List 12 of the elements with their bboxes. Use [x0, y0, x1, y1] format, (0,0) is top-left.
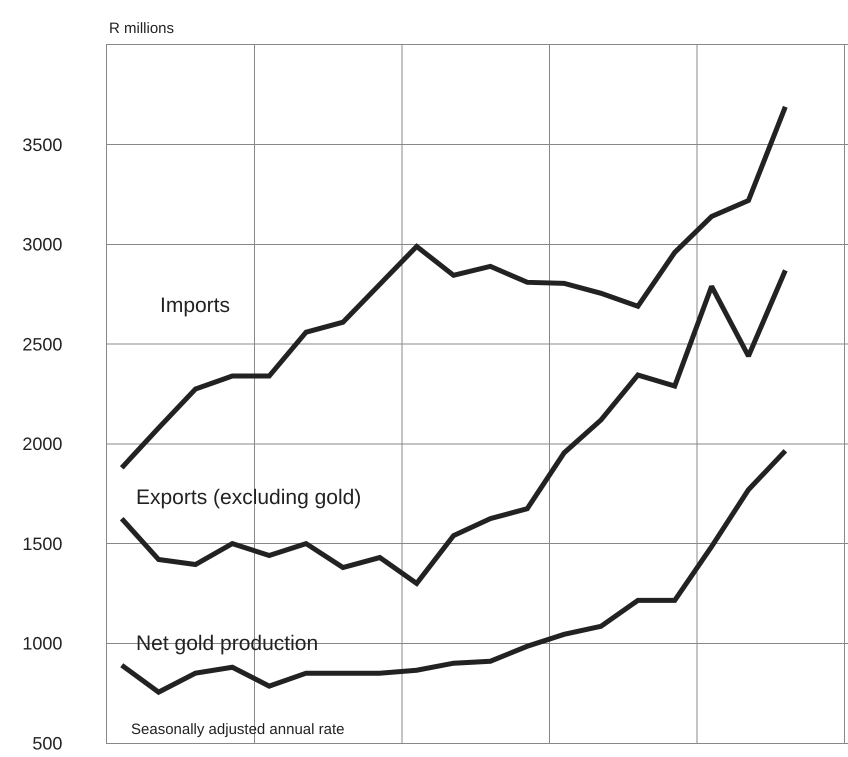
annotation: Seasonally adjusted annual rate: [131, 721, 344, 738]
series-label: Net gold production: [136, 632, 318, 655]
y-tick-label: 1000: [22, 634, 62, 654]
y-tick-label: 2000: [22, 434, 62, 454]
text: Imports: [160, 294, 230, 317]
y-tick-label: 2500: [22, 334, 62, 354]
y-tick-label: 1500: [22, 534, 62, 554]
y-tick-label: 500: [32, 733, 62, 754]
y-axis-title: R millions: [109, 20, 174, 37]
y-tick-label: 3500: [22, 135, 62, 156]
series-label: Exports (excluding gold): [136, 486, 362, 509]
y-tick-label: 3000: [22, 234, 62, 255]
